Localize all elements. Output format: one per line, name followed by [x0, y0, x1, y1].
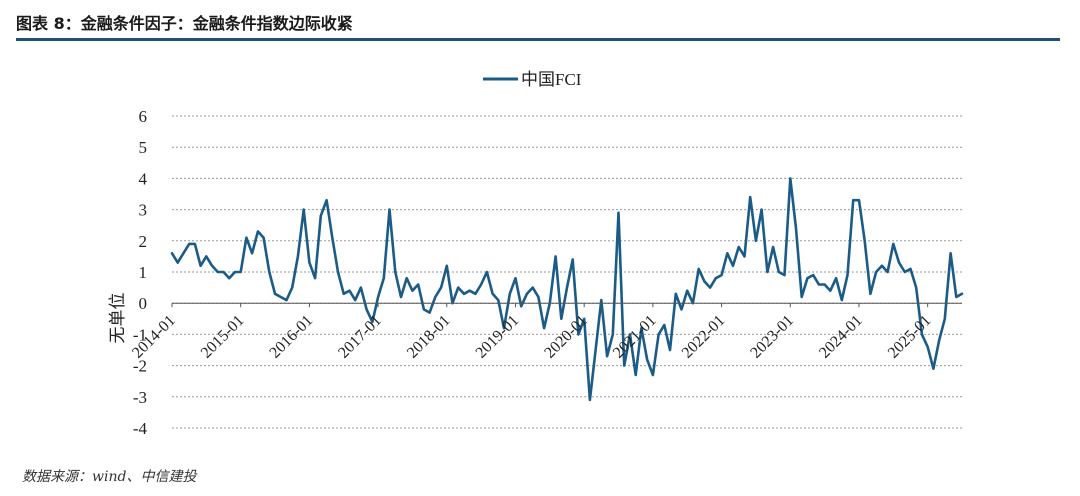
y-tick-label: 0 [139, 294, 148, 313]
chart-area: -4 -3 -2 -1 0 1 2 3 4 5 6 2014-01 2015-01 2016-01 201… [0, 44, 1080, 464]
x-tick-label: 2015-01 [198, 312, 248, 362]
figure-title: 图表 8：金融条件因子：金融条件指数边际收紧 [16, 14, 353, 33]
source-note: 数据来源：wind、中信建投 [22, 469, 197, 485]
x-tick-label: 2024-01 [816, 312, 866, 362]
x-tick-label: 2016-01 [266, 312, 316, 362]
x-tick-label: 2023-01 [747, 312, 797, 362]
series-layer [170, 177, 964, 402]
x-tick-label: 2020-01 [541, 312, 591, 362]
x-tick-label: 2022-01 [679, 312, 729, 362]
legend-label: 中国FCI [521, 70, 582, 89]
y-tick-label: -4 [133, 419, 148, 438]
x-tick-label: 2021-01 [610, 312, 660, 362]
x-tick-label: 2018-01 [404, 312, 454, 362]
x-tick-label: 2017-01 [335, 312, 385, 362]
y-tick-label: -1 [133, 325, 147, 344]
y-tick-label: -3 [133, 388, 147, 407]
y-tick-label: 1 [139, 263, 148, 282]
y-tick-label: 6 [139, 107, 148, 126]
y-tick-label: 3 [139, 201, 148, 220]
legend: 中国FCI [483, 70, 582, 89]
y-tick-label: -2 [133, 357, 147, 376]
y-tick-label: 5 [139, 138, 148, 157]
title-rule [16, 38, 1060, 41]
series-line-fci [170, 177, 964, 402]
x-tick-label: 2025-01 [885, 312, 935, 362]
y-tick-label: 4 [139, 169, 148, 188]
x-tick-label: 2019-01 [473, 312, 523, 362]
y-axis: -4 -3 -2 -1 0 1 2 3 4 5 6 [133, 107, 148, 438]
y-axis-label: 无单位 [108, 293, 127, 344]
gridlines [172, 115, 962, 429]
x-axis: 2014-01 2015-01 2016-01 2017-01 2018-01 2019-… [129, 302, 962, 362]
y-tick-label: 2 [139, 232, 148, 251]
